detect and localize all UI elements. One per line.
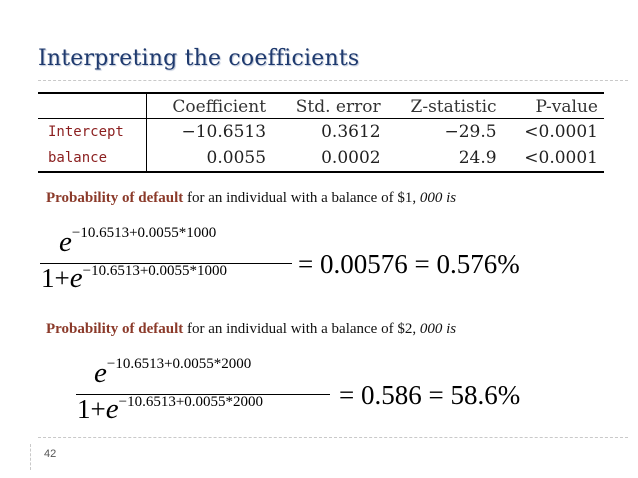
denominator-base: e bbox=[69, 262, 83, 294]
numerator-exponent: −10.6513+0.0055*2000 bbox=[106, 356, 252, 372]
cell-coefficient: 0.0055 bbox=[206, 148, 267, 168]
header-blank bbox=[38, 93, 147, 119]
header-p-value: P-value bbox=[535, 97, 598, 117]
title-divider bbox=[38, 80, 628, 81]
table-row: Intercept −10.6513 0.3612 −29.5 <0.0001 bbox=[38, 118, 604, 145]
cell-std-error: 0.3612 bbox=[272, 118, 387, 145]
cell-p-value: <0.0001 bbox=[524, 148, 598, 168]
equation-result: = 0.586 = 58.6% bbox=[339, 380, 521, 410]
table-row: balance 0.0055 0.0002 24.9 <0.0001 bbox=[38, 145, 604, 172]
table-header-row: Coefficient Std. error Z-statistic P-val… bbox=[38, 93, 604, 119]
numerator: e−10.6513+0.0055*1000 bbox=[59, 225, 217, 259]
numerator-base: e bbox=[59, 226, 72, 258]
cell-z-statistic: −29.5 bbox=[386, 118, 503, 145]
fraction-bar bbox=[76, 394, 330, 395]
numerator: e−10.6513+0.0055*2000 bbox=[94, 356, 252, 390]
cell-p-value: <0.0001 bbox=[502, 118, 604, 145]
numerator-exponent: −10.6513+0.0055*1000 bbox=[71, 225, 217, 241]
sentence-text: for an individual with a balance of $1, bbox=[183, 190, 417, 206]
cell-std-error: 0.0002 bbox=[321, 148, 381, 168]
denominator-prefix: 1+ bbox=[77, 394, 106, 424]
highlight-text: Probability of default bbox=[46, 321, 184, 337]
header-std-error: Std. error bbox=[295, 97, 381, 117]
sentence-italic: 000 is bbox=[416, 190, 457, 206]
header-coefficient: Coefficient bbox=[172, 97, 267, 117]
denominator-base: e bbox=[105, 393, 119, 425]
row-name-balance: balance bbox=[38, 145, 147, 172]
denominator-exponent: −10.6513+0.0055*1000 bbox=[82, 263, 228, 279]
slide-title: Interpreting the coefficients bbox=[38, 46, 360, 71]
header-z-statistic: Z-statistic bbox=[410, 97, 497, 117]
cell-z-statistic: 24.9 bbox=[458, 148, 497, 168]
footer-divider bbox=[38, 437, 628, 438]
denominator: 1+e−10.6513+0.0055*2000 bbox=[77, 393, 263, 426]
cell-coefficient: −10.6513 bbox=[146, 118, 273, 145]
example-sentence-1: Probability of default for an individual… bbox=[46, 190, 456, 207]
example-sentence-2: Probability of default for an individual… bbox=[46, 321, 456, 338]
denominator-exponent: −10.6513+0.0055*2000 bbox=[118, 394, 264, 410]
numerator-base: e bbox=[94, 357, 107, 389]
row-name-intercept: Intercept bbox=[38, 118, 147, 145]
footer-vertical-divider bbox=[30, 444, 31, 470]
page-number: 42 bbox=[44, 448, 57, 460]
highlight-text: Probability of default bbox=[46, 190, 184, 206]
denominator-prefix: 1+ bbox=[41, 263, 70, 293]
denominator: 1+e−10.6513+0.0055*1000 bbox=[41, 262, 227, 295]
fraction-bar bbox=[40, 263, 292, 264]
sentence-text: for an individual with a balance of $2, bbox=[183, 321, 417, 337]
equation-result: = 0.00576 = 0.576% bbox=[298, 249, 520, 279]
sentence-italic: 000 is bbox=[416, 321, 457, 337]
coefficients-table: Coefficient Std. error Z-statistic P-val… bbox=[38, 92, 604, 173]
